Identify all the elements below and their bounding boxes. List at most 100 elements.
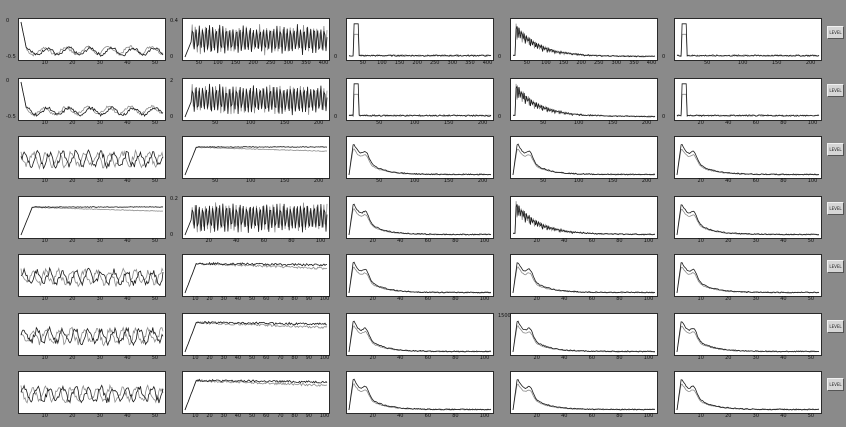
plot-canvas-r7-c2 [184, 378, 328, 411]
x-tick-label: 50 [375, 178, 383, 184]
x-tick-label: 200 [412, 60, 422, 66]
x-tick-label: 100 [541, 60, 551, 66]
series-line-light [512, 148, 656, 176]
level-button-row-5[interactable]: LEVEL [827, 260, 844, 273]
series-line-dark [512, 379, 656, 411]
x-tick-label: 50 [807, 413, 815, 419]
series-line-dark [348, 378, 492, 411]
x-tick-label: 10 [41, 355, 48, 361]
x-tick-label: 250 [265, 60, 276, 66]
series-line-light [676, 325, 820, 353]
series-line-dark [184, 320, 327, 353]
plot-canvas-r6-c1 [20, 325, 164, 347]
y-tick-label: 0 [6, 18, 10, 24]
x-tick-label: 50 [539, 178, 547, 184]
x-tick-label: 20 [69, 60, 76, 66]
x-tick-label: 150 [443, 178, 454, 184]
x-tick-label: 200 [477, 120, 488, 126]
plot-canvas-r5-c2 [184, 261, 328, 294]
x-tick-label: 40 [124, 60, 131, 66]
x-tick-label: 200 [641, 120, 652, 126]
x-tick-label: 30 [752, 296, 760, 302]
level-button-row-6[interactable]: LEVEL [827, 320, 844, 333]
series-line-light [348, 148, 491, 176]
x-tick-label: 100 [315, 238, 326, 244]
plot-panel-r2-c2 [182, 78, 330, 121]
series-line-light [513, 83, 656, 118]
plot-canvas-r4-c1 [20, 206, 164, 236]
x-tick-label: 50 [248, 296, 256, 302]
plot-canvas-r2-c1 [20, 81, 164, 118]
x-tick-label: 100 [479, 238, 490, 244]
x-tick-label: 70 [277, 296, 284, 302]
x-tick-label: 100 [409, 178, 420, 184]
level-button-row-7[interactable]: LEVEL [827, 378, 844, 391]
series-line-dark [184, 146, 328, 176]
plot-panel-r1-c2 [182, 18, 330, 61]
plot-canvas-r4-c2 [184, 202, 328, 236]
plot-canvas-r1-c2 [184, 24, 328, 58]
y-tick-label: 0 [662, 114, 666, 120]
x-tick-label: 20 [697, 120, 704, 126]
x-tick-label: 20 [69, 413, 76, 419]
x-tick-label: 40 [561, 413, 568, 419]
series-line-dark [20, 81, 164, 118]
series-line-dark [512, 143, 656, 176]
level-button-row-3[interactable]: LEVEL [827, 143, 844, 156]
series-line-dark [20, 325, 164, 347]
x-tick-label: 100 [245, 178, 256, 184]
x-tick-label: 50 [151, 296, 159, 302]
x-tick-label: 10 [697, 296, 704, 302]
level-button-row-2[interactable]: LEVEL [827, 84, 844, 97]
x-tick-label: 30 [220, 413, 227, 419]
series-line-light [676, 208, 819, 236]
series-line-dark [20, 266, 164, 287]
x-tick-label: 20 [205, 238, 212, 244]
x-tick-label: 50 [248, 355, 256, 361]
x-tick-label: 80 [616, 296, 623, 302]
series-line-dark [348, 261, 492, 294]
plot-canvas-r3-c4 [512, 143, 656, 176]
x-tick-label: 20 [69, 355, 76, 361]
plot-canvas-r2-c5 [676, 83, 820, 117]
series-line-dark [348, 23, 492, 57]
series-line-light [512, 325, 656, 353]
series-line-light [348, 33, 492, 57]
x-tick-label: 20 [725, 355, 732, 361]
x-tick-label: 150 [394, 60, 405, 66]
x-tick-label: 30 [752, 413, 760, 419]
x-tick-label: 40 [561, 355, 568, 361]
x-tick-label: 80 [291, 413, 298, 419]
level-button-row-1[interactable]: LEVEL [827, 26, 844, 39]
x-tick-label: 100 [377, 60, 387, 66]
y-tick-label: -0.5 [6, 54, 16, 60]
plot-panel-r5-c3 [346, 254, 494, 297]
x-tick-label: 90 [305, 296, 312, 302]
x-tick-label: 150 [771, 60, 782, 66]
x-tick-label: 80 [291, 296, 298, 302]
x-tick-label: 40 [397, 413, 404, 419]
series-line-dark [513, 26, 656, 58]
x-tick-label: 150 [230, 60, 241, 66]
level-button-row-4[interactable]: LEVEL [827, 202, 844, 215]
plot-canvas-r4-c5 [676, 204, 819, 236]
plot-panel-r7-c1 [18, 371, 166, 414]
x-tick-label: 40 [780, 296, 787, 302]
plot-canvas-r5-c4 [512, 262, 656, 294]
x-tick-label: 200 [313, 178, 324, 184]
plot-canvas-r4-c3 [348, 203, 492, 236]
y-tick-label: 0 [662, 54, 666, 60]
x-tick-label: 10 [697, 355, 704, 361]
x-tick-label: 30 [96, 413, 104, 419]
series-line-light [513, 201, 656, 236]
x-tick-label: 100 [807, 178, 818, 184]
plot-panel-r1-c3 [346, 18, 494, 61]
x-tick-label: 60 [424, 238, 432, 244]
x-tick-label: 80 [780, 178, 787, 184]
x-tick-label: 50 [195, 60, 202, 66]
x-tick-label: 50 [151, 355, 159, 361]
plot-panel-r3-c3 [346, 136, 494, 179]
x-tick-label: 20 [369, 238, 376, 244]
y-tick-label: 0 [334, 54, 338, 60]
